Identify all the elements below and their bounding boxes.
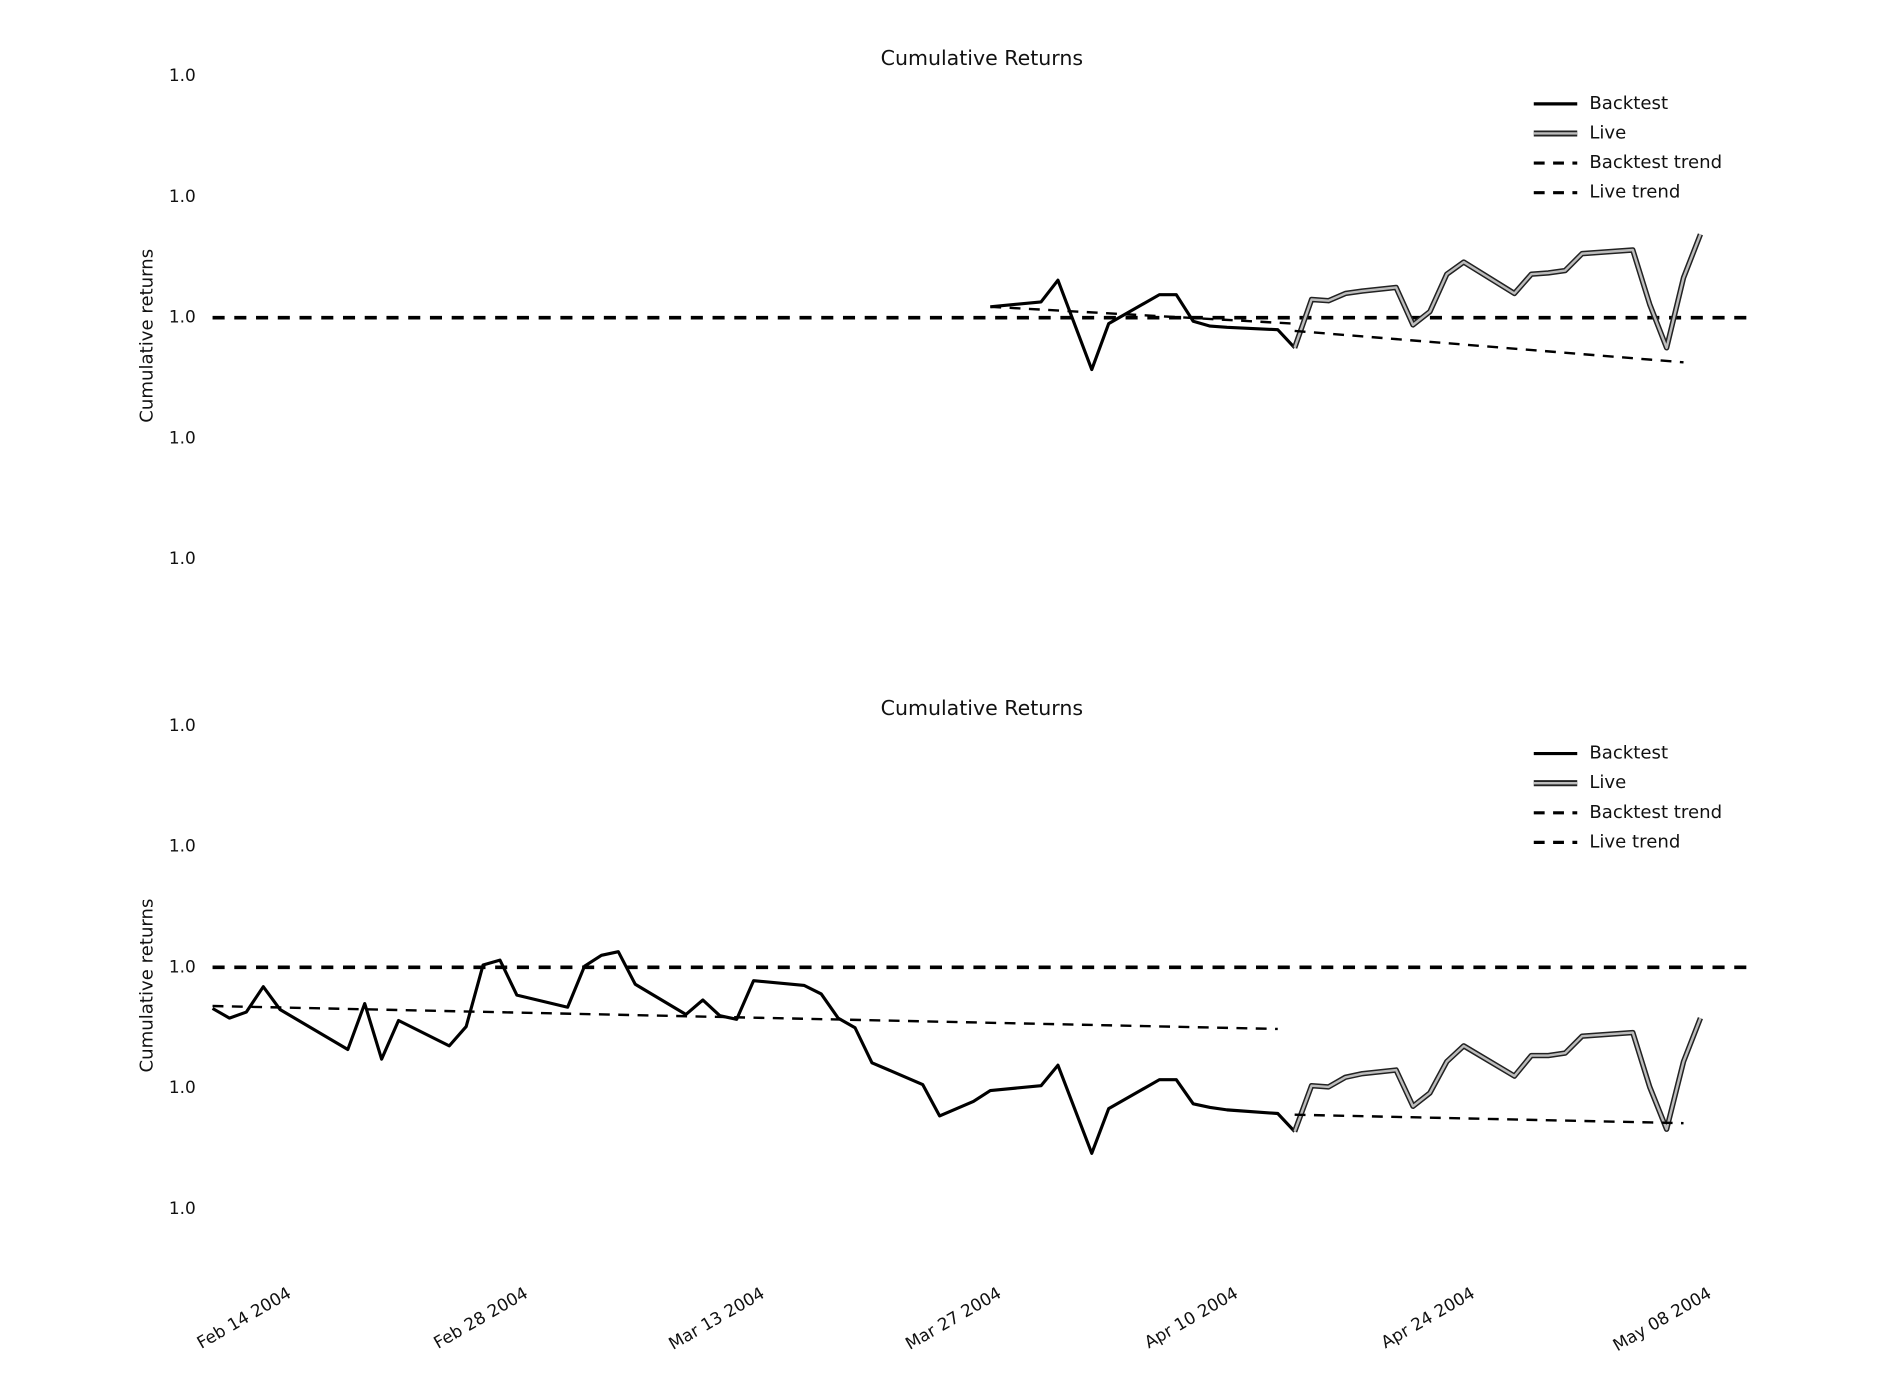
trend-line — [212, 1004, 1278, 1031]
y-tick-label: 1.0 — [169, 715, 196, 735]
x-tick-label: Feb 14 2004 — [193, 1283, 294, 1353]
line — [211, 950, 1296, 1155]
y-axis-label: Cumulative returns — [136, 899, 157, 1073]
y-tick-label: 1.0 — [169, 1198, 196, 1218]
trend-line — [1294, 329, 1684, 364]
line — [1293, 1017, 1702, 1133]
y-tick-label: 1.0 — [169, 307, 196, 327]
legend-label: Live trend — [1589, 182, 1680, 203]
y-tick-label: 1.0 — [169, 65, 196, 85]
legend-label: Live — [1589, 772, 1626, 793]
chart-title: Cumulative Returns — [881, 696, 1083, 720]
y-tick-label: 1.0 — [169, 1077, 196, 1097]
trend-line — [1294, 1113, 1684, 1125]
y-axis-label: Cumulative returns — [136, 249, 157, 423]
y-tick-label: 1.0 — [169, 427, 196, 447]
x-tick-label: Feb 28 2004 — [430, 1283, 531, 1353]
x-tick-label: Apr 10 2004 — [1141, 1283, 1241, 1353]
y-tick-label: 1.0 — [169, 548, 196, 568]
trend-line — [990, 305, 1295, 325]
line — [990, 278, 1296, 372]
x-tick-label: Mar 27 2004 — [902, 1283, 1005, 1354]
legend-label: Live trend — [1589, 831, 1680, 852]
y-tick-label: 1.0 — [169, 186, 196, 206]
legend-label: Backtest — [1589, 93, 1668, 114]
legend-label: Backtest trend — [1589, 802, 1722, 823]
legend-label: Backtest trend — [1589, 152, 1722, 173]
legend-label: Live — [1589, 122, 1626, 143]
y-tick-label: 1.0 — [169, 836, 196, 856]
x-tick-label: Apr 24 2004 — [1377, 1283, 1477, 1353]
line — [1293, 233, 1702, 350]
y-tick-label: 1.0 — [169, 956, 196, 976]
x-tick-label: Mar 13 2004 — [665, 1283, 768, 1354]
legend-label: Backtest — [1589, 743, 1668, 764]
chart-title: Cumulative Returns — [881, 46, 1083, 70]
x-tick-label: May 08 2004 — [1609, 1283, 1714, 1355]
